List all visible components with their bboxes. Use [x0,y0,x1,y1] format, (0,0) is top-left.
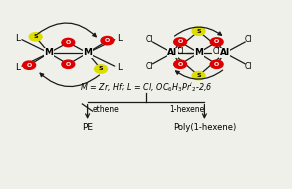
Text: Cl: Cl [145,62,153,71]
Circle shape [23,61,36,69]
Text: O: O [178,40,183,44]
Circle shape [101,36,114,45]
Text: O: O [66,40,71,45]
Text: 1-hexene: 1-hexene [169,105,204,115]
Text: S: S [196,29,201,34]
Text: O: O [214,40,219,44]
Text: O: O [66,62,71,67]
Text: PE: PE [82,123,93,132]
Text: ethene: ethene [93,105,120,115]
Text: Cl: Cl [177,47,185,57]
Circle shape [174,60,187,68]
Text: O: O [27,63,32,68]
Text: Cl: Cl [245,62,253,71]
Text: S: S [99,67,103,71]
Text: Cl: Cl [213,47,220,57]
Text: M: M [194,48,203,57]
Text: Cl: Cl [245,35,253,44]
Circle shape [95,65,107,73]
Circle shape [192,27,205,35]
Circle shape [62,38,75,47]
Circle shape [174,38,187,46]
Text: L: L [15,34,20,43]
Text: Al: Al [220,48,230,57]
Circle shape [210,60,223,68]
Circle shape [192,71,205,80]
Text: O: O [105,38,110,43]
Text: L: L [15,63,20,72]
Text: Cl: Cl [145,35,153,44]
Text: O: O [178,62,183,67]
Circle shape [29,33,42,41]
Circle shape [62,60,75,68]
Text: L: L [117,63,122,72]
Text: M: M [45,48,53,57]
Text: S: S [196,73,201,78]
Text: S: S [33,34,38,39]
Text: Al: Al [167,48,177,57]
Text: M = Zr, Hf; L = Cl, OC$_6$H$_3$Pr$^i$$_2$-2,6: M = Zr, Hf; L = Cl, OC$_6$H$_3$Pr$^i$$_2… [80,80,212,94]
Text: O: O [214,62,219,67]
Text: Poly(1-hexene): Poly(1-hexene) [173,123,236,132]
Text: M: M [83,48,92,57]
Circle shape [210,38,223,46]
Text: L: L [117,34,122,43]
